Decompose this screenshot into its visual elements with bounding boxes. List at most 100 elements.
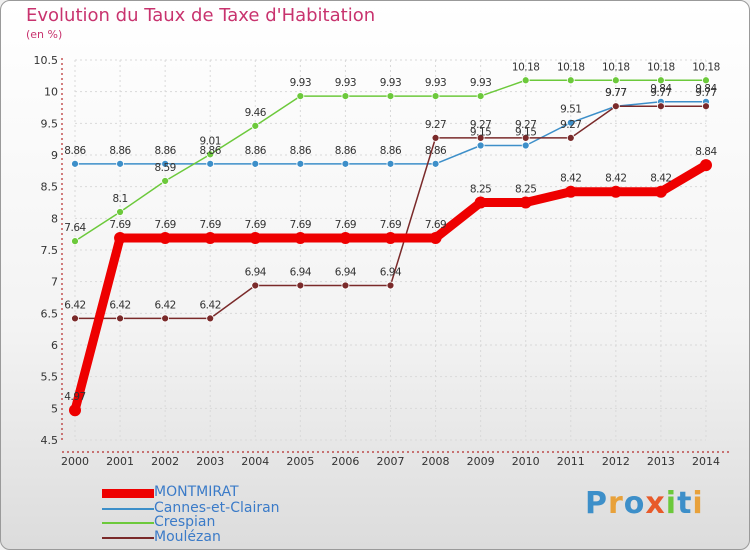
data-point: [431, 92, 440, 100]
legend-swatch-montmirat: [102, 489, 154, 498]
legend-swatch-crespian: [102, 522, 154, 524]
data-label: 9.15: [515, 127, 536, 139]
data-point: [521, 141, 530, 150]
data-label: 7.69: [425, 219, 446, 231]
x-tick-label: 2011: [557, 455, 585, 468]
data-point: [296, 92, 305, 100]
data-label: 8.86: [425, 145, 447, 157]
data-point: [566, 118, 575, 127]
y-tick-label: 8.5: [41, 181, 59, 194]
data-point: [206, 314, 215, 323]
x-tick-label: 2009: [467, 455, 495, 468]
data-label: 8.86: [64, 145, 86, 157]
y-tick-label: 4.5: [41, 434, 59, 447]
x-tick-label: 2001: [106, 455, 134, 468]
data-point: [564, 185, 577, 198]
data-label: 8.86: [200, 145, 222, 157]
data-point: [431, 159, 440, 168]
y-tick-label: 10: [44, 86, 58, 99]
data-label: 8.84: [695, 146, 717, 158]
data-label: 10.18: [692, 61, 720, 73]
y-tick-label: 9: [51, 149, 58, 162]
x-tick-label: 2003: [196, 455, 224, 468]
data-label: 6.94: [335, 266, 357, 278]
data-label: 7.69: [200, 219, 221, 231]
data-point: [386, 92, 395, 100]
data-label: 9.77: [695, 87, 716, 99]
data-label: 6.42: [109, 299, 130, 311]
x-tick-label: 2000: [61, 455, 89, 468]
data-point: [161, 177, 170, 185]
data-label: 8.86: [109, 145, 131, 157]
data-label: 6.94: [245, 266, 267, 278]
data-point: [159, 231, 172, 244]
data-point: [657, 76, 665, 85]
x-tick-label: 2005: [286, 455, 314, 468]
y-tick-label: 5.5: [41, 371, 59, 384]
data-point: [611, 102, 620, 111]
data-label: 4.97: [64, 391, 85, 403]
data-point: [657, 102, 665, 111]
y-tick-label: 10.5: [34, 54, 59, 67]
data-point: [206, 150, 215, 159]
chart-title: Evolution du Taux de Taxe d'Habitation: [26, 5, 376, 26]
y-tick-label: 8: [51, 212, 58, 225]
data-point: [611, 76, 620, 85]
data-label: 7.69: [290, 219, 311, 231]
x-tick-label: 2014: [692, 455, 720, 468]
data-label: 9.27: [560, 119, 581, 131]
data-point: [476, 141, 485, 150]
data-label: 8.86: [380, 145, 402, 157]
data-label: 10.18: [647, 61, 675, 73]
data-label: 6.42: [154, 299, 175, 311]
data-point: [386, 159, 395, 168]
data-point: [294, 231, 307, 244]
data-label: 8.59: [154, 162, 175, 174]
data-label: 8.86: [245, 145, 267, 157]
data-point: [296, 159, 305, 168]
data-label: 10.18: [512, 61, 540, 73]
data-point: [341, 92, 350, 100]
x-tick-label: 2008: [422, 455, 450, 468]
legend-swatch-moulezan: [102, 537, 154, 539]
data-label: 8.86: [290, 145, 312, 157]
data-point: [116, 208, 124, 216]
data-point: [566, 133, 575, 142]
data-label: 9.27: [470, 119, 491, 131]
data-label: 8.42: [650, 173, 671, 185]
data-label: 7.69: [154, 219, 175, 231]
data-point: [206, 159, 215, 168]
data-label: 9.84: [650, 83, 672, 95]
y-tick-label: 6: [51, 339, 58, 352]
y-tick-label: 7: [51, 276, 58, 289]
data-point: [609, 185, 622, 198]
data-point: [654, 185, 667, 198]
data-label: 6.42: [200, 299, 221, 311]
data-point: [476, 92, 485, 100]
x-tick-label: 2012: [602, 455, 630, 468]
data-label: 9.93: [470, 77, 491, 89]
data-label: 9.46: [245, 107, 267, 119]
data-point: [249, 231, 262, 244]
y-tick-label: 7.5: [41, 244, 59, 257]
data-label: 8.25: [515, 184, 536, 196]
x-tick-label: 2006: [331, 455, 359, 468]
data-point: [71, 314, 79, 323]
data-point: [702, 76, 710, 85]
data-point: [386, 281, 395, 290]
data-label: 6.94: [380, 266, 402, 278]
data-label: 9.84: [695, 83, 717, 95]
data-point: [474, 196, 487, 209]
data-label: 8.42: [605, 173, 626, 185]
legend-label-cannes-et-clairan: Cannes-et-Clairan: [154, 500, 280, 516]
data-label: 7.69: [380, 219, 401, 231]
y-tick-label: 6.5: [41, 307, 59, 320]
data-label: 9.27: [425, 119, 446, 131]
data-label: 9.15: [470, 127, 491, 139]
data-label: 8.1: [112, 193, 127, 205]
data-label: 9.77: [650, 87, 671, 99]
x-tick-label: 2002: [151, 455, 179, 468]
data-label: 7.69: [245, 219, 266, 231]
data-point: [476, 133, 485, 142]
